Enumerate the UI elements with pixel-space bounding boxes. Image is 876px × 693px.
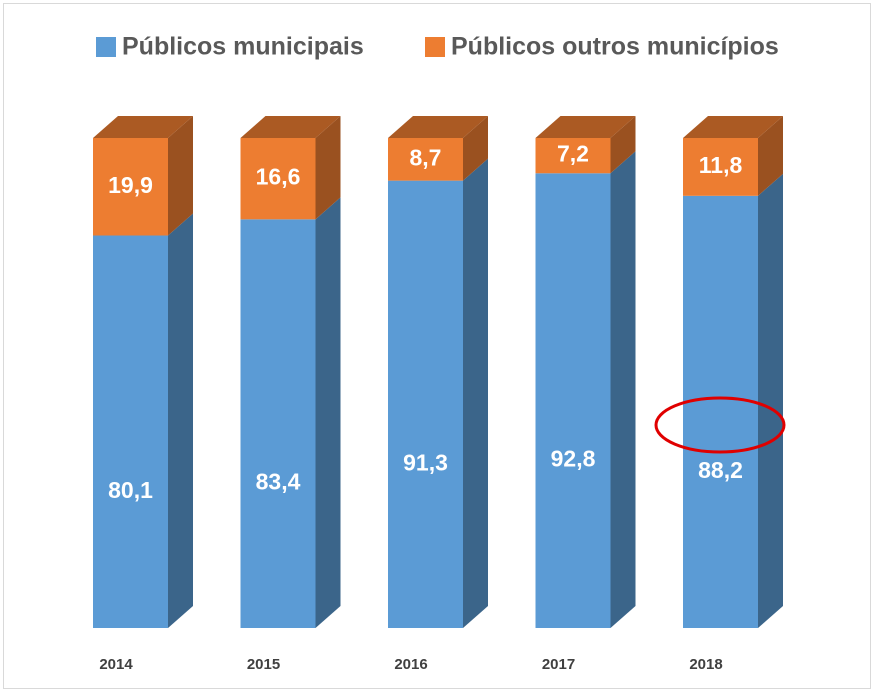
bar-side [463,158,488,628]
bar-segment [683,195,758,628]
bar-segment [535,138,611,174]
data-label: 80,1 [108,477,153,503]
x-tick-label: 2018 [689,656,722,673]
bar-side [315,116,341,220]
data-label: 88,2 [698,457,743,483]
legend-label: Públicos municipais [122,33,364,61]
bar-side [610,116,636,174]
bar-segment [388,138,463,181]
data-label: 11,8 [699,152,743,178]
x-tick-label: 2015 [247,656,280,673]
legend-swatch [96,37,116,57]
x-tick-label: 2017 [542,656,575,673]
data-label: 7,2 [557,141,589,167]
bar-top [535,116,636,138]
x-tick-label: 2016 [394,656,427,673]
bar-side [758,116,783,196]
highlight-ellipse [654,396,786,454]
bar-side [463,116,488,181]
bar-segment [93,138,168,236]
x-tick-label: 2014 [99,656,133,673]
data-label: 83,4 [256,469,301,495]
bar-top [388,116,488,138]
legend-swatch [425,37,445,57]
bar-segment [240,138,316,220]
bar-top [240,116,341,138]
legend-label: Públicos outros municípios [451,33,779,61]
bar-segment [535,173,611,628]
bar-segment [683,138,758,196]
data-label: 91,3 [403,449,448,475]
bar-top [93,116,193,138]
data-label: 19,9 [108,172,153,198]
data-label: 8,7 [410,144,442,170]
bar-segment [388,180,463,628]
bar-side [168,116,193,236]
bar-side [168,213,193,628]
bar-side [610,151,636,628]
data-label: 92,8 [551,446,596,472]
bar-side [315,197,341,628]
bar-top [683,116,783,138]
bar-segment [240,219,316,628]
bar-side [758,173,783,628]
bar-segment [93,235,168,628]
data-label: 16,6 [256,164,301,190]
